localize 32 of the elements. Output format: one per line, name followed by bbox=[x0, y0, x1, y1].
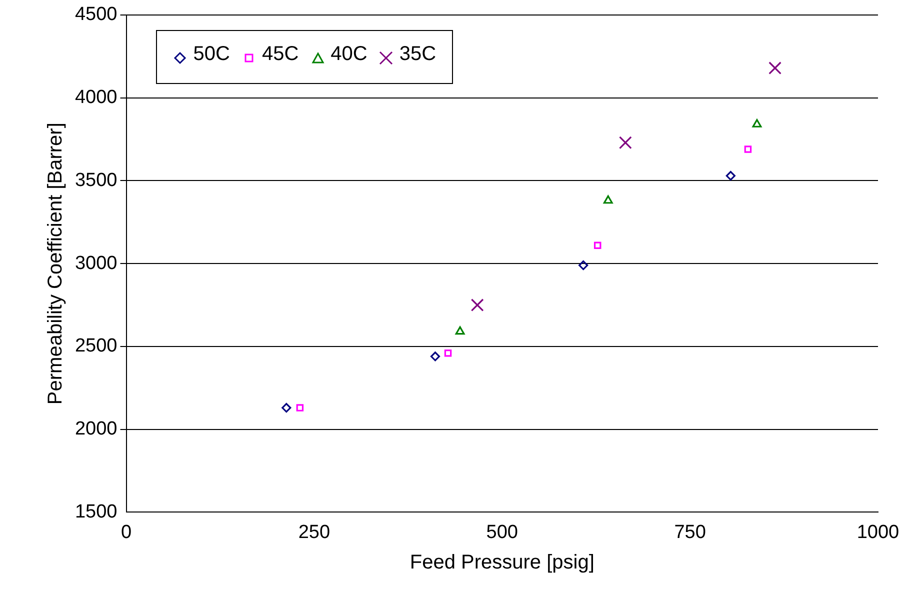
y-tick-label: 4500 bbox=[74, 4, 118, 26]
x-tick-label: 250 bbox=[298, 522, 330, 543]
point bbox=[752, 119, 762, 128]
y-tick-label: 3500 bbox=[74, 170, 118, 191]
point bbox=[768, 62, 782, 74]
point bbox=[455, 326, 465, 335]
x-tick-label: 500 bbox=[486, 522, 518, 543]
point bbox=[282, 402, 292, 413]
point bbox=[618, 136, 632, 150]
legend-label: 40C bbox=[330, 43, 368, 66]
x-axis-title: Feed Pressure [psig] bbox=[410, 552, 594, 574]
legend-label: 50C bbox=[193, 43, 230, 66]
x-tick-label: 750 bbox=[674, 522, 706, 543]
x-tick-label: 1000 bbox=[856, 522, 900, 543]
point bbox=[726, 170, 736, 181]
point bbox=[296, 404, 304, 412]
point bbox=[578, 260, 588, 270]
point bbox=[470, 298, 484, 312]
y-tick-label: 2500 bbox=[74, 336, 118, 357]
point bbox=[430, 352, 440, 362]
y-tick-label: 2000 bbox=[74, 418, 118, 440]
point bbox=[444, 349, 452, 357]
point bbox=[603, 195, 613, 204]
legend-label: 45C bbox=[262, 43, 299, 66]
point bbox=[594, 242, 602, 249]
y-axis-title: Permeability Coefficient [Barrer] bbox=[44, 122, 67, 405]
y-tick-label: 4000 bbox=[74, 87, 118, 108]
point bbox=[744, 146, 752, 153]
legend-label: 35C bbox=[399, 43, 436, 66]
y-tick-label: 3000 bbox=[74, 252, 118, 274]
y-tick-label: 1500 bbox=[74, 501, 118, 522]
x-tick-label: 0 bbox=[120, 522, 132, 543]
